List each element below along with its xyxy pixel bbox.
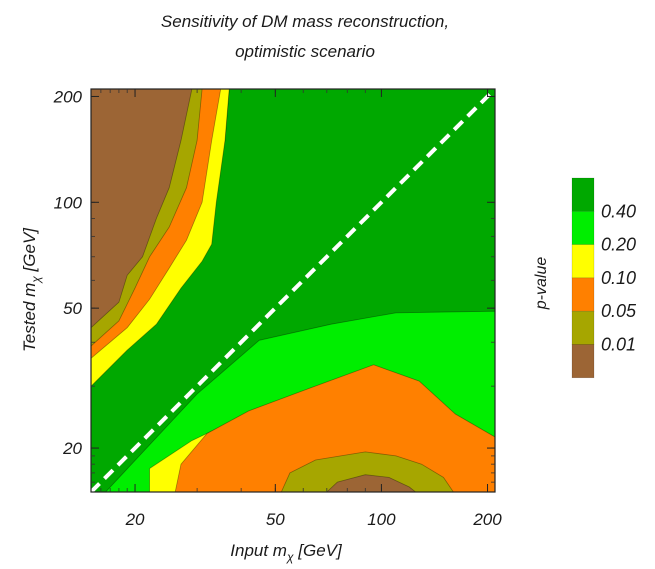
legend-swatch — [571, 211, 595, 245]
y-tick-label: 200 — [53, 87, 83, 106]
diagonal-reference-line — [91, 89, 495, 492]
legend-swatch — [571, 277, 595, 312]
legend-label: 0.40 — [601, 201, 636, 221]
y-tick-label: 20 — [62, 439, 82, 458]
legend-swatch — [571, 344, 595, 379]
x-axis-label: Input mχ [GeV] — [230, 541, 343, 564]
legend-label: 0.10 — [601, 268, 636, 288]
x-tick-label: 20 — [125, 510, 145, 529]
chart-subtitle: optimistic scenario — [235, 42, 375, 61]
contour-region-8 — [91, 89, 193, 329]
legend: 0.40 0.20 0.10 0.05 0.01 — [571, 177, 637, 379]
plot-frame — [90, 88, 496, 493]
y-tick-label: 100 — [54, 193, 83, 212]
contour-region-5 — [174, 364, 495, 492]
chart-title: Sensitivity of DM mass reconstruction, — [161, 12, 449, 31]
legend-swatch — [571, 177, 595, 212]
legend-label: 0.20 — [601, 235, 636, 255]
contour-region-7 — [280, 451, 454, 492]
x-tick-label: 200 — [472, 510, 502, 529]
y-tick-label: 50 — [63, 299, 82, 318]
y-axis-label: Tested mχ [GeV] — [20, 227, 43, 352]
y-axis-ticks: 20 50 100 200 — [53, 87, 495, 483]
legend-swatch — [571, 244, 595, 279]
legend-title: p-value — [533, 257, 550, 311]
contour-region-9 — [326, 474, 417, 492]
legend-label: 0.05 — [601, 301, 637, 321]
x-tick-label: 50 — [266, 510, 285, 529]
legend-swatch — [571, 310, 595, 345]
x-tick-label: 100 — [367, 510, 396, 529]
x-axis-ticks: 20 50 100 200 — [100, 89, 502, 529]
legend-label: 0.01 — [601, 335, 636, 355]
